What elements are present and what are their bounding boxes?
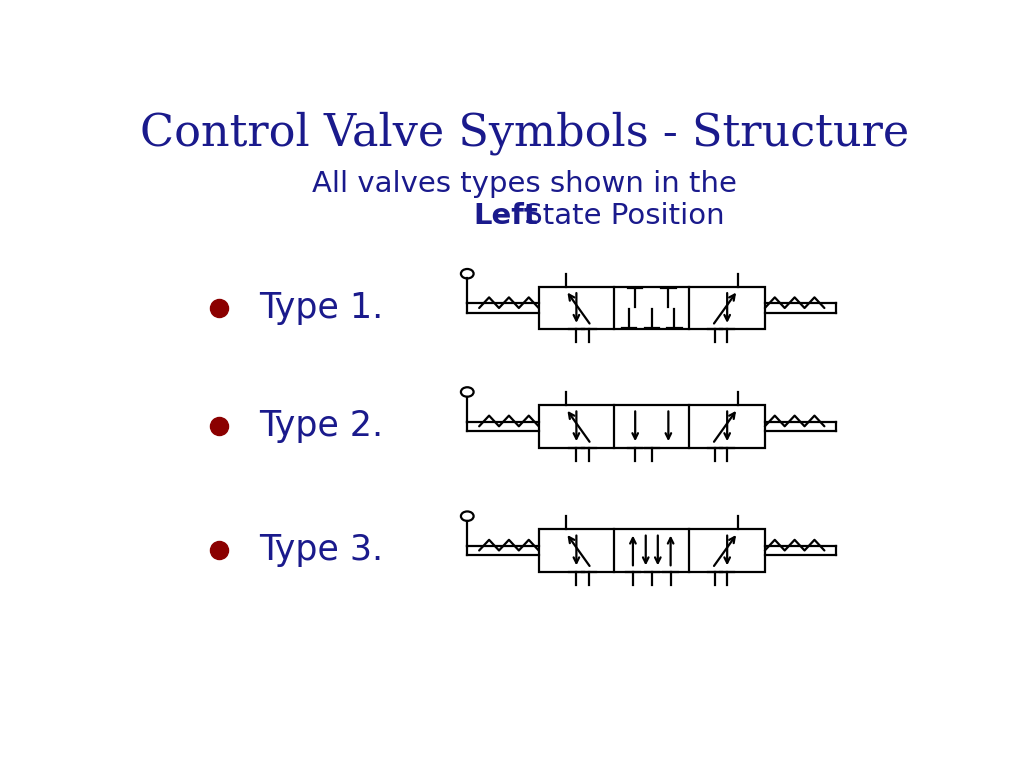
Text: Left: Left <box>473 202 538 230</box>
Text: Type 2.: Type 2. <box>259 409 383 443</box>
Bar <box>539 529 765 571</box>
Text: Type 3.: Type 3. <box>259 534 383 568</box>
Text: All valves types shown in the: All valves types shown in the <box>312 170 737 198</box>
Text: State Position: State Position <box>515 202 725 230</box>
Bar <box>539 286 765 329</box>
Bar <box>539 405 765 448</box>
Text: Control Valve Symbols - Structure: Control Valve Symbols - Structure <box>140 111 909 155</box>
Text: Type 1.: Type 1. <box>259 291 383 325</box>
